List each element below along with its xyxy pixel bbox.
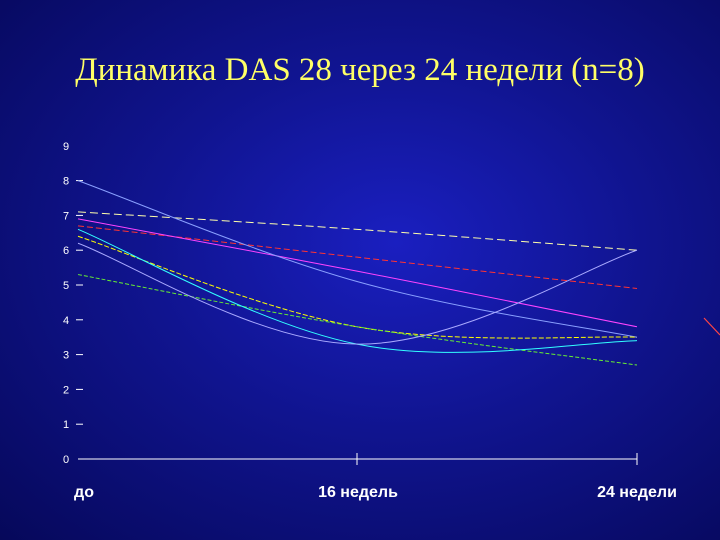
series-line-5: [77, 235, 638, 339]
chart-title: Динамика DAS 28 через 24 недели (n=8): [75, 52, 645, 88]
y-tick-label: 9: [63, 141, 69, 153]
series-line-4: [77, 180, 638, 338]
x-tick-label: до: [74, 484, 94, 501]
y-tick-label: 2: [63, 384, 69, 396]
series-line-1: [77, 211, 638, 251]
series-line-3: [77, 218, 638, 328]
series-line-8: [77, 242, 638, 345]
decorative-stroke: [703, 317, 720, 336]
x-tick-label: 24 недели: [597, 484, 677, 501]
y-tick-label: 0: [63, 454, 69, 466]
x-tick-label: 16 недель: [318, 484, 398, 501]
y-tick-label: 8: [63, 176, 69, 188]
y-tick-label: 6: [63, 245, 69, 257]
y-tick-label: 4: [63, 315, 69, 327]
series-line-6: [77, 274, 638, 366]
y-tick-label: 1: [63, 419, 69, 431]
series-line-2: [77, 225, 638, 289]
y-tick-label: 3: [63, 350, 69, 362]
chart-series: [77, 180, 638, 366]
chart-axes: 0 1 2 3 4 5 6 7 8 9 до 16 недель 24 недели: [63, 141, 677, 501]
y-tick-label: 7: [63, 210, 69, 222]
y-tick-label: 5: [63, 280, 69, 292]
